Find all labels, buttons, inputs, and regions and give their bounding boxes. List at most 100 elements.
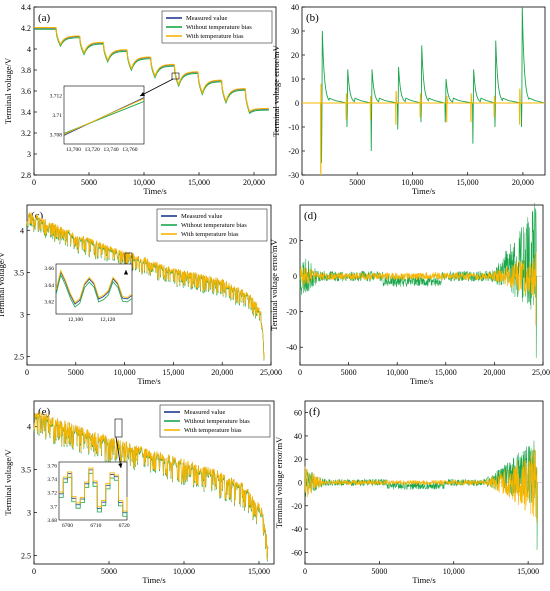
y-tick-label: 4 xyxy=(20,226,24,235)
y-tick-label: 0 xyxy=(293,272,297,281)
x-tick-label: 10,000 xyxy=(114,368,136,377)
x-tick-label: 15,000 xyxy=(162,368,184,377)
x-axis-label: Time/s xyxy=(410,376,433,386)
legend-entry: Without temperature bias xyxy=(184,418,250,425)
inset-y-tick-label: 3.68 xyxy=(47,518,57,524)
legend-entry: Measured value xyxy=(181,213,222,220)
zoom-arrowhead xyxy=(123,270,129,275)
y-tick-label: 10 xyxy=(291,75,299,84)
inset-series-measured xyxy=(55,270,133,305)
x-tick-label: 20,000 xyxy=(483,368,505,377)
x-tick-label: 5000 xyxy=(101,567,117,576)
inset-x-tick-label: 6720 xyxy=(119,523,130,529)
x-tick-label: 5000 xyxy=(371,567,387,576)
y-tick-label: 2.8 xyxy=(21,171,31,180)
y-tick-label: 3 xyxy=(27,150,31,159)
panel-label: (a) xyxy=(38,12,51,24)
panel-c: 0 5000 10,000 15,000 20,000 25,000 2.5 3 3.5 4 Tim… xyxy=(0,204,282,386)
y-tick-label: 3.5 xyxy=(14,268,24,277)
y-axis-label: Terminal voltage/V xyxy=(3,57,13,124)
x-tick-label: 0 xyxy=(25,368,29,377)
inset-series-without-bias xyxy=(55,273,133,308)
inset-y-tick-label: 3.712 xyxy=(50,94,63,100)
panel-label: (e) xyxy=(38,406,51,418)
x-tick-label: 10,000 xyxy=(401,178,423,187)
x-axis-label: Time/s xyxy=(412,186,435,196)
panel-f: 0 5000 10,000 15,000 -60 -40 -20 0 20 40 60 Time/s T… xyxy=(274,400,544,585)
plot-frame-d xyxy=(299,204,544,366)
x-tick-label: 0 xyxy=(303,567,307,576)
panel-a: 0 5000 10,000 15,000 20,000 2.8 3 3.2 3.4 3.6 3.8 4… xyxy=(3,3,277,196)
panel-e: 0 5000 10,000 15,000 2.5 3 3.5 4 Time/s Terminal … xyxy=(3,400,275,585)
inset-y-tick-label: 3.708 xyxy=(50,132,63,138)
y-tick-label: 40 xyxy=(291,3,299,12)
y-tick-label: 30 xyxy=(291,27,299,36)
inset-x-tick-label: 13,740 xyxy=(103,147,118,153)
inset-y-tick-label: 3.62 xyxy=(44,300,54,306)
y-tick-label: 2.5 xyxy=(21,551,31,560)
zoom-arrow-e xyxy=(115,436,122,469)
plot-frame-c xyxy=(26,204,272,366)
inset-y-tick-label: 3.76 xyxy=(47,463,57,469)
legend-entry: Measured value xyxy=(184,409,225,416)
x-tick-label: 10,000 xyxy=(173,567,195,576)
x-tick-label: 5000 xyxy=(68,368,84,377)
inset-frame-c xyxy=(55,263,133,315)
y-tick-label: -60 xyxy=(291,548,302,557)
panel-label: (b) xyxy=(306,12,319,24)
panel-label: (d) xyxy=(304,210,317,222)
y-tick-label: -10 xyxy=(288,123,299,132)
inset-y-tick-label: 3.71 xyxy=(52,113,62,119)
x-tick-label: 10,000 xyxy=(133,178,155,187)
inset-x-tick-label: 13,760 xyxy=(122,147,137,153)
series-with-bias xyxy=(304,449,538,524)
y-tick-label: 3.2 xyxy=(21,129,31,138)
zoom-arrowhead xyxy=(140,92,145,96)
y-tick-label: 3.5 xyxy=(21,466,31,475)
y-tick-label: -30 xyxy=(288,171,299,180)
y-axis-label: Terminal voltage error/mV xyxy=(274,436,284,528)
inset-x-tick-label: 12,100 xyxy=(68,317,83,323)
legend-entry: With temperature bias xyxy=(184,427,242,434)
zoom-marker xyxy=(171,72,180,80)
x-tick-label: 20,000 xyxy=(211,368,233,377)
panel-label: (f) xyxy=(309,406,320,418)
x-tick-label: 5000 xyxy=(349,178,365,187)
y-tick-label: 3 xyxy=(20,310,24,319)
y-tick-label: 2.5 xyxy=(14,353,24,362)
x-tick-label: 15,000 xyxy=(517,567,539,576)
y-tick-label: 0 xyxy=(298,479,302,488)
x-tick-label: 20,000 xyxy=(243,178,265,187)
y-tick-label: 60 xyxy=(294,409,302,418)
x-tick-label: 25,000 xyxy=(532,368,550,377)
y-tick-label: 3.8 xyxy=(21,66,31,75)
y-tick-label: 4 xyxy=(27,45,31,54)
y-axis-label: Terminal voltage/V xyxy=(3,449,13,516)
x-tick-label: 10,000 xyxy=(443,567,465,576)
x-tick-label: 20,000 xyxy=(512,178,534,187)
inset-series-with-bias xyxy=(59,467,128,512)
legend-entry: Without temperature bias xyxy=(181,222,247,229)
x-tick-label: 5000 xyxy=(81,178,97,187)
x-tick-label: 15,000 xyxy=(435,368,457,377)
series-without-bias xyxy=(34,28,269,115)
series-with-bias xyxy=(26,212,265,360)
y-tick-label: 20 xyxy=(291,51,299,60)
series-with-bias xyxy=(33,411,269,560)
y-tick-label: 4 xyxy=(27,423,31,432)
panel-d: 0 5000 10,000 15,000 20,000 25,000 -40 -20 0 20 Ti… xyxy=(269,202,550,386)
y-tick-label: 3 xyxy=(27,509,31,518)
inset-x-tick-label: 13,720 xyxy=(85,147,100,153)
x-axis-label: Time/s xyxy=(137,376,160,386)
x-tick-label: 15,000 xyxy=(248,567,270,576)
series-with-bias xyxy=(34,27,269,113)
y-tick-label: 20 xyxy=(289,237,297,246)
inset-series-with-bias xyxy=(55,269,133,304)
inset-series-with-bias xyxy=(63,98,145,135)
y-tick-label: 4.2 xyxy=(21,24,31,33)
plot-frame-b xyxy=(301,6,546,176)
y-tick-label: 4.4 xyxy=(21,3,31,12)
y-tick-label: 3.6 xyxy=(21,87,31,96)
inset-x-tick-label: 6700 xyxy=(62,523,73,529)
inset-y-tick-label: 3.64 xyxy=(44,283,54,289)
